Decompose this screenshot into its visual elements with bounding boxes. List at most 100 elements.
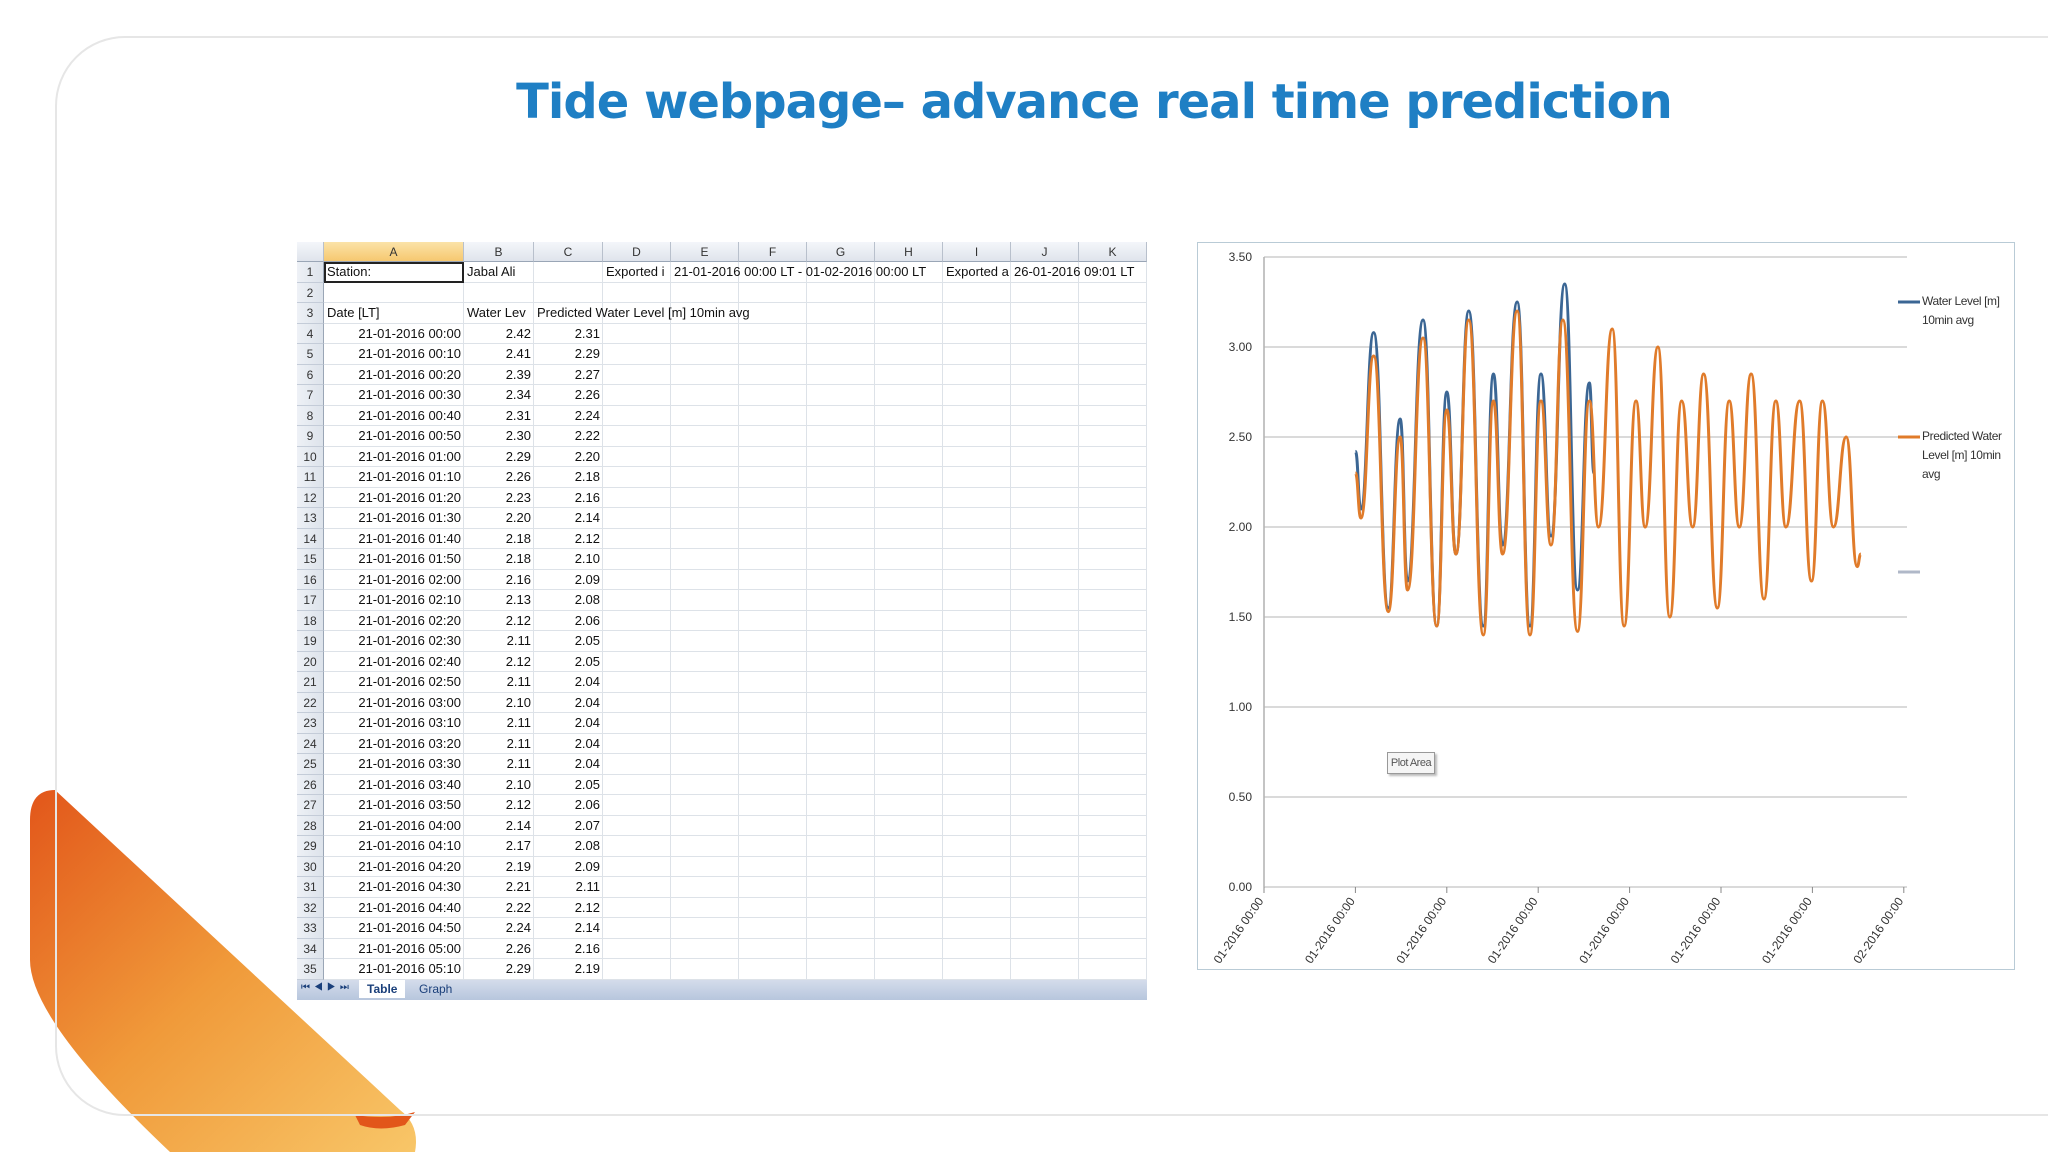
cell[interactable]: 2.12 xyxy=(505,653,531,669)
cell[interactable]: Exported a xyxy=(946,264,1009,279)
cell[interactable]: 2.26 xyxy=(574,387,600,402)
cell[interactable]: 2.19 xyxy=(574,961,600,976)
cell[interactable]: 2.09 xyxy=(574,858,600,874)
cell[interactable]: 21-01-2016 04:30 xyxy=(358,879,461,894)
cell[interactable]: 2.14 xyxy=(505,817,531,833)
cell[interactable]: 2.29 xyxy=(505,961,531,976)
cell[interactable]: 21-01-2016 04:20 xyxy=(358,858,461,874)
cell[interactable]: 2.29 xyxy=(574,346,600,361)
cell[interactable]: 2.20 xyxy=(505,510,531,525)
cell[interactable]: 2.04 xyxy=(574,715,600,730)
cell[interactable]: 21-01-2016 01:10 xyxy=(358,469,461,484)
cell[interactable]: 2.12 xyxy=(574,530,600,546)
cell[interactable]: Predicted Water Level [m] 10min avg xyxy=(537,305,750,320)
sheet-tab[interactable]: Graph xyxy=(419,982,453,996)
cell[interactable]: 21-01-2016 00:00 LT - 01-02-2016 00:00 L… xyxy=(674,264,927,279)
cell[interactable]: 21-01-2016 00:10 xyxy=(358,346,461,361)
cell[interactable]: 21-01-2016 00:40 xyxy=(358,407,461,423)
cell[interactable]: 2.05 xyxy=(574,633,600,648)
cell[interactable]: 2.12 xyxy=(505,612,531,628)
cell[interactable]: 2.04 xyxy=(574,735,600,751)
cell[interactable]: Exported i xyxy=(606,264,665,279)
cell[interactable]: 2.04 xyxy=(574,674,600,689)
cell[interactable]: 2.30 xyxy=(505,428,531,443)
cell[interactable]: 2.14 xyxy=(574,510,600,525)
cell[interactable]: 2.07 xyxy=(574,817,600,833)
cell[interactable]: 2.24 xyxy=(574,407,600,423)
cell[interactable]: 21-01-2016 01:00 xyxy=(358,448,461,464)
cell[interactable]: 2.29 xyxy=(505,448,531,464)
cell[interactable]: 21-01-2016 03:20 xyxy=(358,735,461,751)
cell[interactable]: 21-01-2016 03:30 xyxy=(358,756,461,771)
cell[interactable]: 21-01-2016 01:50 xyxy=(358,551,461,566)
cell[interactable]: 2.04 xyxy=(574,756,600,771)
cell[interactable]: 2.11 xyxy=(506,735,531,751)
cell[interactable]: 2.16 xyxy=(574,489,600,505)
cell[interactable]: Jabal Ali xyxy=(467,264,516,279)
cell[interactable]: Date [LT] xyxy=(327,305,380,320)
cell[interactable]: 2.05 xyxy=(574,776,600,792)
cell[interactable]: 21-01-2016 00:30 xyxy=(358,387,461,402)
cell[interactable]: 2.11 xyxy=(506,674,531,689)
cell[interactable]: 2.23 xyxy=(505,489,531,505)
cell[interactable]: 2.04 xyxy=(574,694,600,710)
cell[interactable]: 2.12 xyxy=(505,797,531,812)
cell[interactable]: 2.10 xyxy=(574,551,600,566)
cell[interactable]: 2.41 xyxy=(505,346,531,361)
cell[interactable]: 21-01-2016 01:30 xyxy=(358,510,461,525)
cell[interactable]: 2.08 xyxy=(574,838,600,853)
cell[interactable]: 21-01-2016 04:00 xyxy=(358,817,461,833)
cell[interactable]: 2.26 xyxy=(505,469,531,484)
cell[interactable]: 2.14 xyxy=(574,920,600,935)
cell[interactable]: 2.18 xyxy=(505,551,531,566)
cell[interactable]: 21-01-2016 02:30 xyxy=(358,633,461,648)
cell[interactable]: 2.31 xyxy=(505,407,531,423)
cell[interactable]: 2.05 xyxy=(574,653,600,669)
cell[interactable]: 21-01-2016 04:50 xyxy=(358,920,461,935)
cell[interactable]: 2.27 xyxy=(574,366,600,382)
cell[interactable]: 2.24 xyxy=(505,920,531,935)
cell[interactable]: 2.22 xyxy=(505,899,531,915)
cell[interactable]: 2.08 xyxy=(574,592,600,607)
cell[interactable]: 21-01-2016 02:40 xyxy=(358,653,461,669)
sheet-tab[interactable]: Table xyxy=(359,980,406,998)
cell[interactable]: 2.31 xyxy=(574,325,600,341)
cell[interactable]: 2.18 xyxy=(505,530,531,546)
cell[interactable]: 2.09 xyxy=(574,571,600,587)
cell[interactable]: 21-01-2016 03:10 xyxy=(358,715,461,730)
cell[interactable]: 21-01-2016 03:40 xyxy=(358,776,461,792)
cell[interactable]: 21-01-2016 04:10 xyxy=(358,838,461,853)
cell[interactable]: 2.11 xyxy=(506,633,531,648)
cell[interactable]: 2.11 xyxy=(506,756,531,771)
cell[interactable]: 21-01-2016 01:20 xyxy=(358,489,461,505)
cell[interactable]: 21-01-2016 05:00 xyxy=(358,940,461,956)
cell[interactable]: 2.17 xyxy=(505,838,531,853)
cell[interactable]: 2.11 xyxy=(506,715,531,730)
cell[interactable]: 2.20 xyxy=(574,448,600,464)
cell[interactable]: 21-01-2016 02:10 xyxy=(358,592,461,607)
cell[interactable]: 21-01-2016 03:00 xyxy=(358,694,461,710)
cell[interactable]: 2.06 xyxy=(574,612,600,628)
cell[interactable]: 21-01-2016 04:40 xyxy=(358,899,461,915)
cell[interactable]: 2.34 xyxy=(505,387,531,402)
cell[interactable]: 2.22 xyxy=(574,428,600,443)
cell[interactable]: 2.16 xyxy=(505,571,531,587)
cell[interactable]: 2.13 xyxy=(505,592,531,607)
cell[interactable]: Station: xyxy=(327,264,372,279)
cell[interactable]: 21-01-2016 01:40 xyxy=(358,530,461,546)
cell[interactable]: 21-01-2016 02:20 xyxy=(358,612,461,628)
cell[interactable]: 21-01-2016 05:10 xyxy=(358,961,461,976)
cell[interactable]: 26-01-2016 09:01 LT xyxy=(1014,264,1135,279)
cell[interactable]: 21-01-2016 00:00 xyxy=(358,325,461,341)
cell[interactable]: 2.10 xyxy=(505,694,531,710)
cell[interactable]: 2.18 xyxy=(574,469,600,484)
cell[interactable]: 2.19 xyxy=(505,858,531,874)
cell[interactable]: 2.39 xyxy=(505,366,531,382)
cell[interactable]: 2.16 xyxy=(574,940,600,956)
cell[interactable]: 2.26 xyxy=(505,940,531,956)
cell[interactable]: 21-01-2016 00:20 xyxy=(358,366,461,382)
cell[interactable]: 2.12 xyxy=(574,899,600,915)
cell[interactable]: 2.10 xyxy=(505,776,531,792)
cell[interactable]: 2.42 xyxy=(505,325,531,341)
cell[interactable]: 2.21 xyxy=(505,879,531,894)
